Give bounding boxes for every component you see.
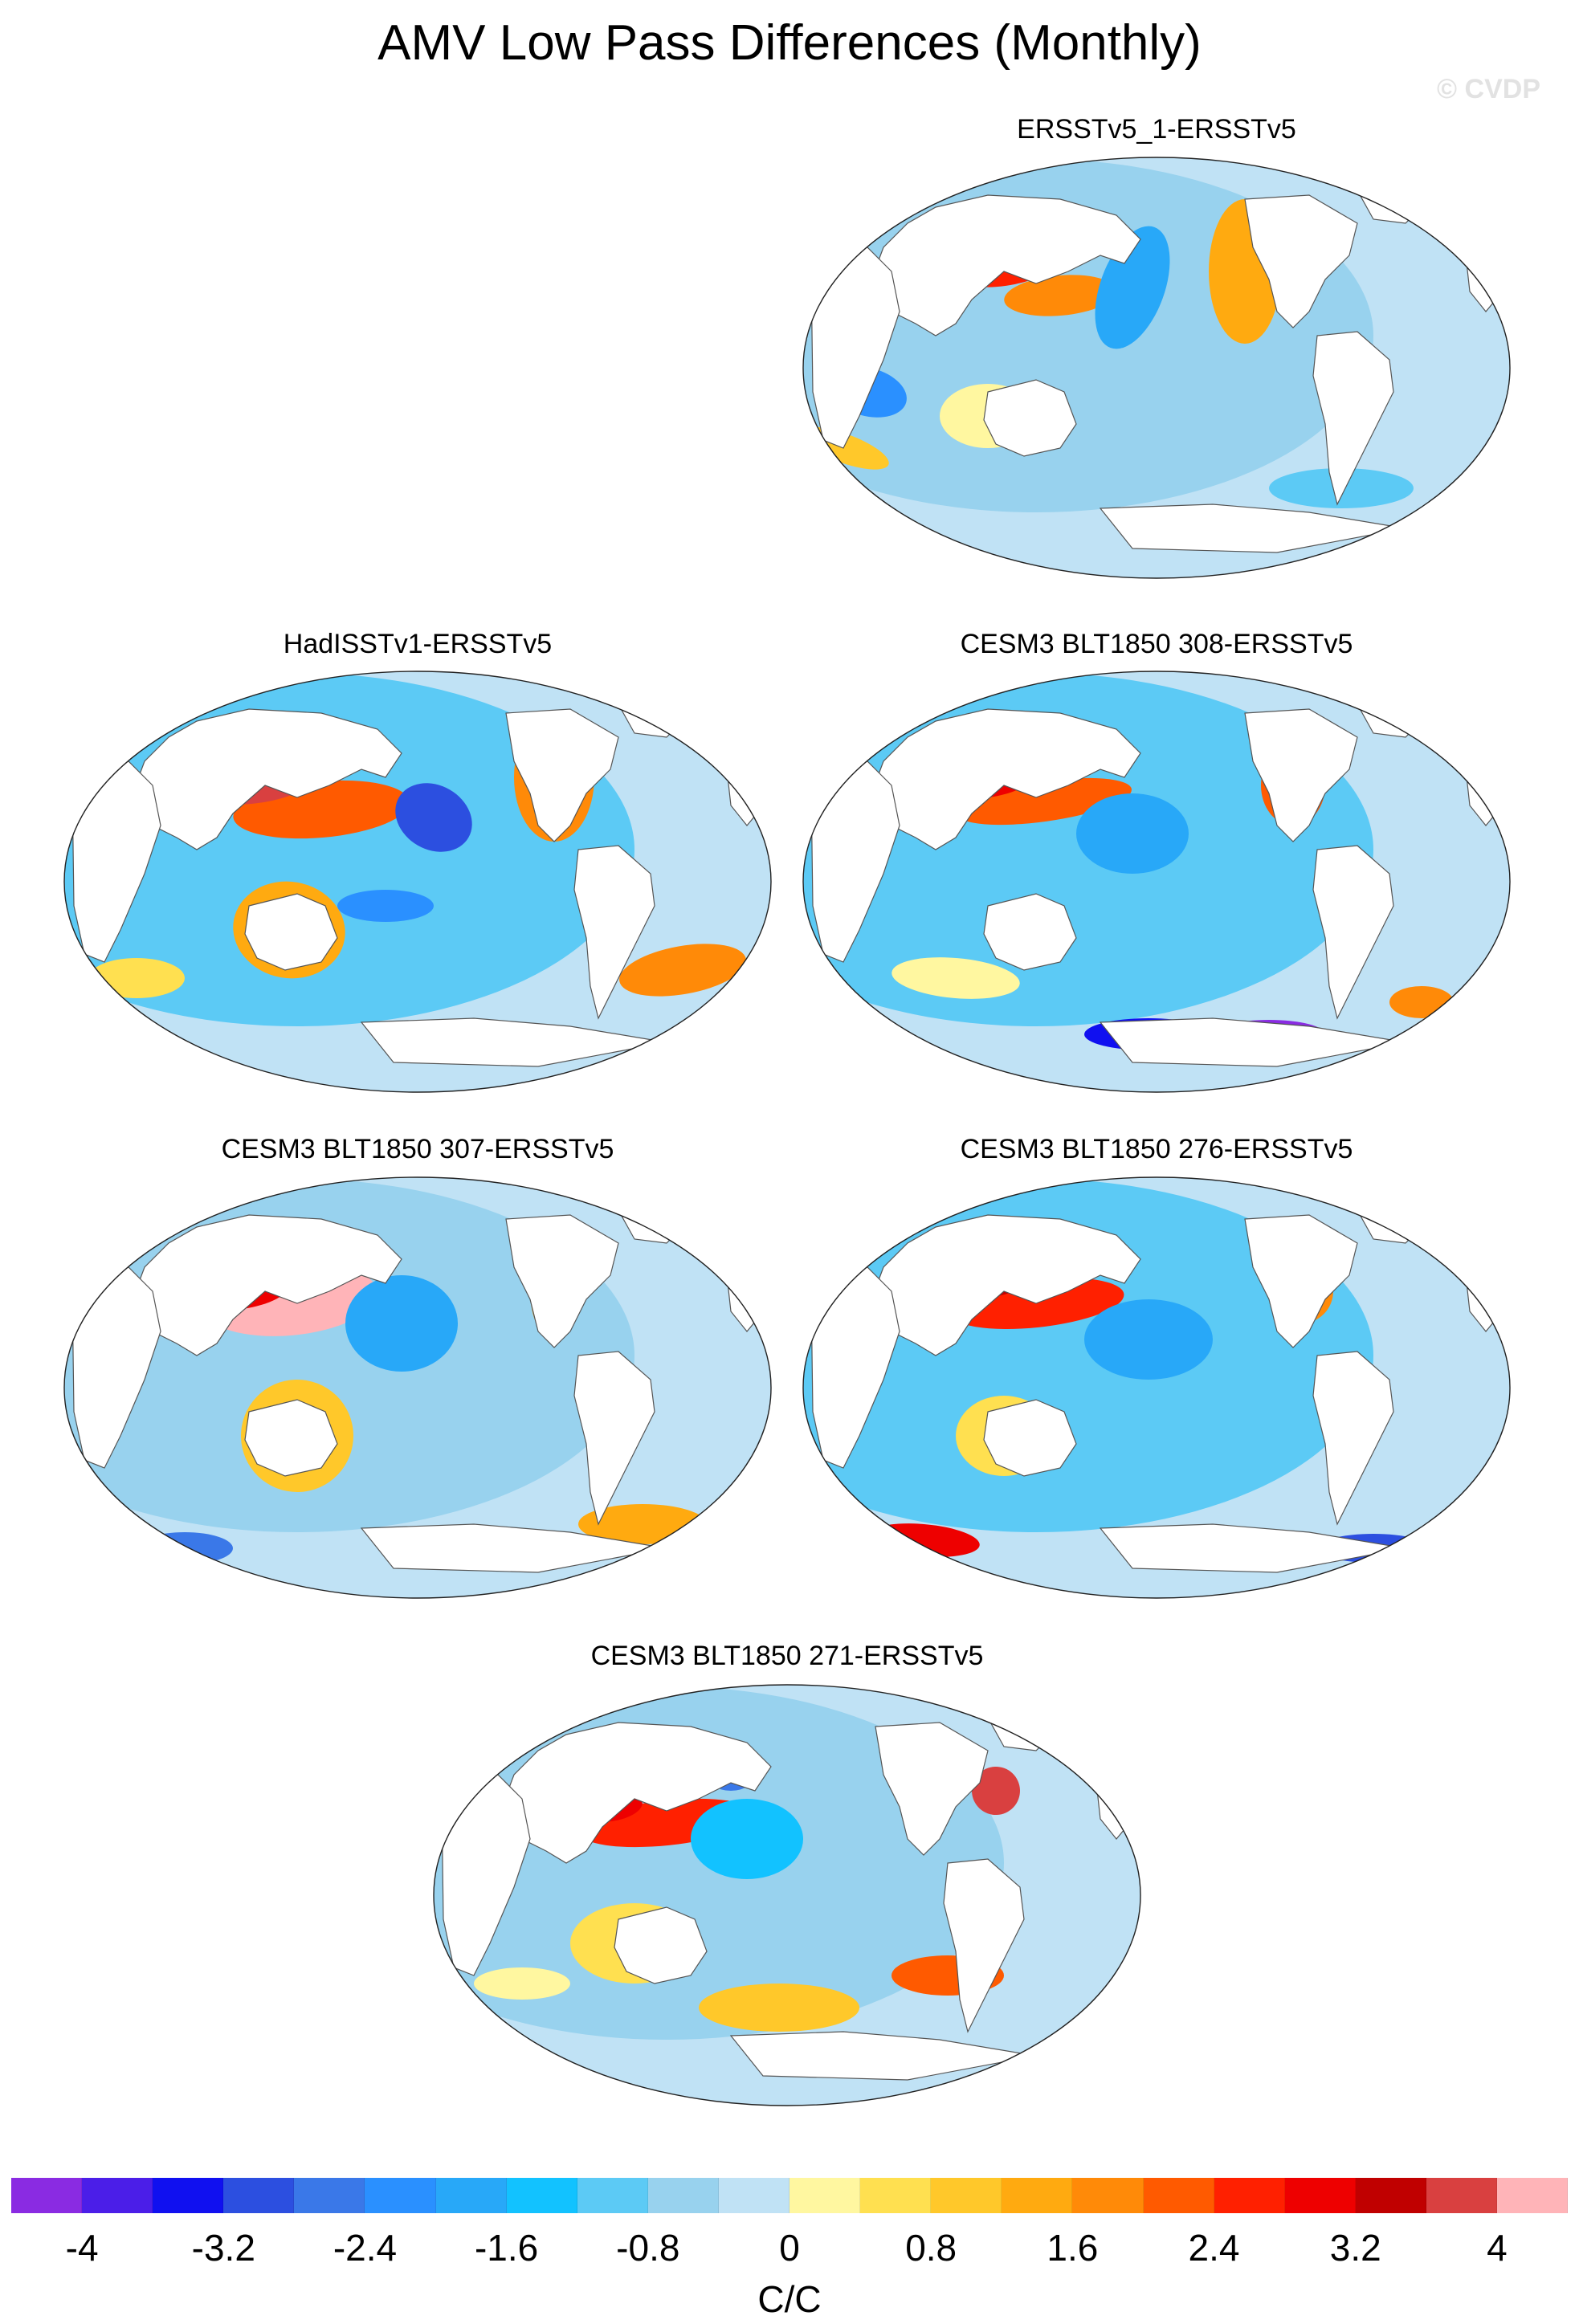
colorbar-swatch-8 — [577, 2178, 648, 2213]
colorbar-swatch-7 — [506, 2178, 577, 2213]
panel-title-6: CESM3 BLT1850 271-ERSSTv5 — [590, 1641, 984, 1671]
map-panel-5 — [802, 1176, 1511, 1599]
colorbar-swatch-3 — [223, 2178, 295, 2213]
colorbar-tick-label: -0.8 — [616, 2227, 680, 2269]
colorbar-swatch-17 — [1214, 2178, 1285, 2213]
colorbar-swatch-21 — [1496, 2178, 1569, 2213]
colorbar-swatch-6 — [435, 2178, 507, 2213]
figure-title: AMV Low Pass Differences (Monthly) — [377, 15, 1202, 71]
colorbar-tick-label: 3.2 — [1329, 2227, 1381, 2269]
colorbar-tick-label: 4 — [1487, 2227, 1508, 2269]
map-panel-3 — [802, 671, 1511, 1093]
colorbar-swatch-15 — [1072, 2178, 1144, 2213]
colorbar-tick-label: 0 — [779, 2227, 800, 2269]
panel-title-4: CESM3 BLT1850 307-ERSSTv5 — [221, 1134, 614, 1164]
map-panel-4 — [63, 1176, 772, 1599]
colorbar-swatch-14 — [1002, 2178, 1073, 2213]
colorbar-tick-label: 1.6 — [1047, 2227, 1099, 2269]
panel-title-1: ERSSTv5_1-ERSSTv5 — [1017, 114, 1296, 145]
colorbar-swatch-0 — [11, 2178, 83, 2213]
colorbar-tick-label: 2.4 — [1188, 2227, 1240, 2269]
colorbar-swatch-9 — [647, 2178, 719, 2213]
colorbar — [11, 2178, 1569, 2213]
panel-title-3: CESM3 BLT1850 308-ERSSTv5 — [960, 629, 1353, 659]
panel-title-5: CESM3 BLT1850 276-ERSSTv5 — [960, 1134, 1353, 1164]
colorbar-tick-label: -4 — [65, 2227, 99, 2269]
colorbar-swatch-11 — [790, 2178, 861, 2213]
colorbar-swatch-2 — [153, 2178, 224, 2213]
colorbar-swatch-16 — [1143, 2178, 1214, 2213]
colorbar-units: C/C — [757, 2278, 822, 2320]
colorbar-swatch-4 — [294, 2178, 365, 2213]
colorbar-swatch-13 — [931, 2178, 1002, 2213]
map-panel-6 — [433, 1684, 1141, 2106]
colorbar-tick-label: -1.6 — [474, 2227, 539, 2269]
colorbar-swatch-5 — [365, 2178, 436, 2213]
colorbar-swatch-18 — [1284, 2178, 1356, 2213]
panel-title-2: HadISSTv1-ERSSTv5 — [283, 629, 553, 659]
colorbar-tick-label: -3.2 — [191, 2227, 255, 2269]
colorbar-tick-label: -2.4 — [333, 2227, 398, 2269]
colorbar-swatch-10 — [718, 2178, 790, 2213]
map-panel-2 — [63, 671, 772, 1093]
colorbar-tick-label: 0.8 — [905, 2227, 957, 2269]
cvdp-watermark: © CVDP — [1437, 74, 1540, 104]
colorbar-swatch-12 — [860, 2178, 932, 2213]
colorbar-swatch-1 — [82, 2178, 153, 2213]
colorbar-swatch-20 — [1426, 2178, 1497, 2213]
map-panel-1 — [802, 157, 1511, 579]
colorbar-swatch-19 — [1355, 2178, 1426, 2213]
